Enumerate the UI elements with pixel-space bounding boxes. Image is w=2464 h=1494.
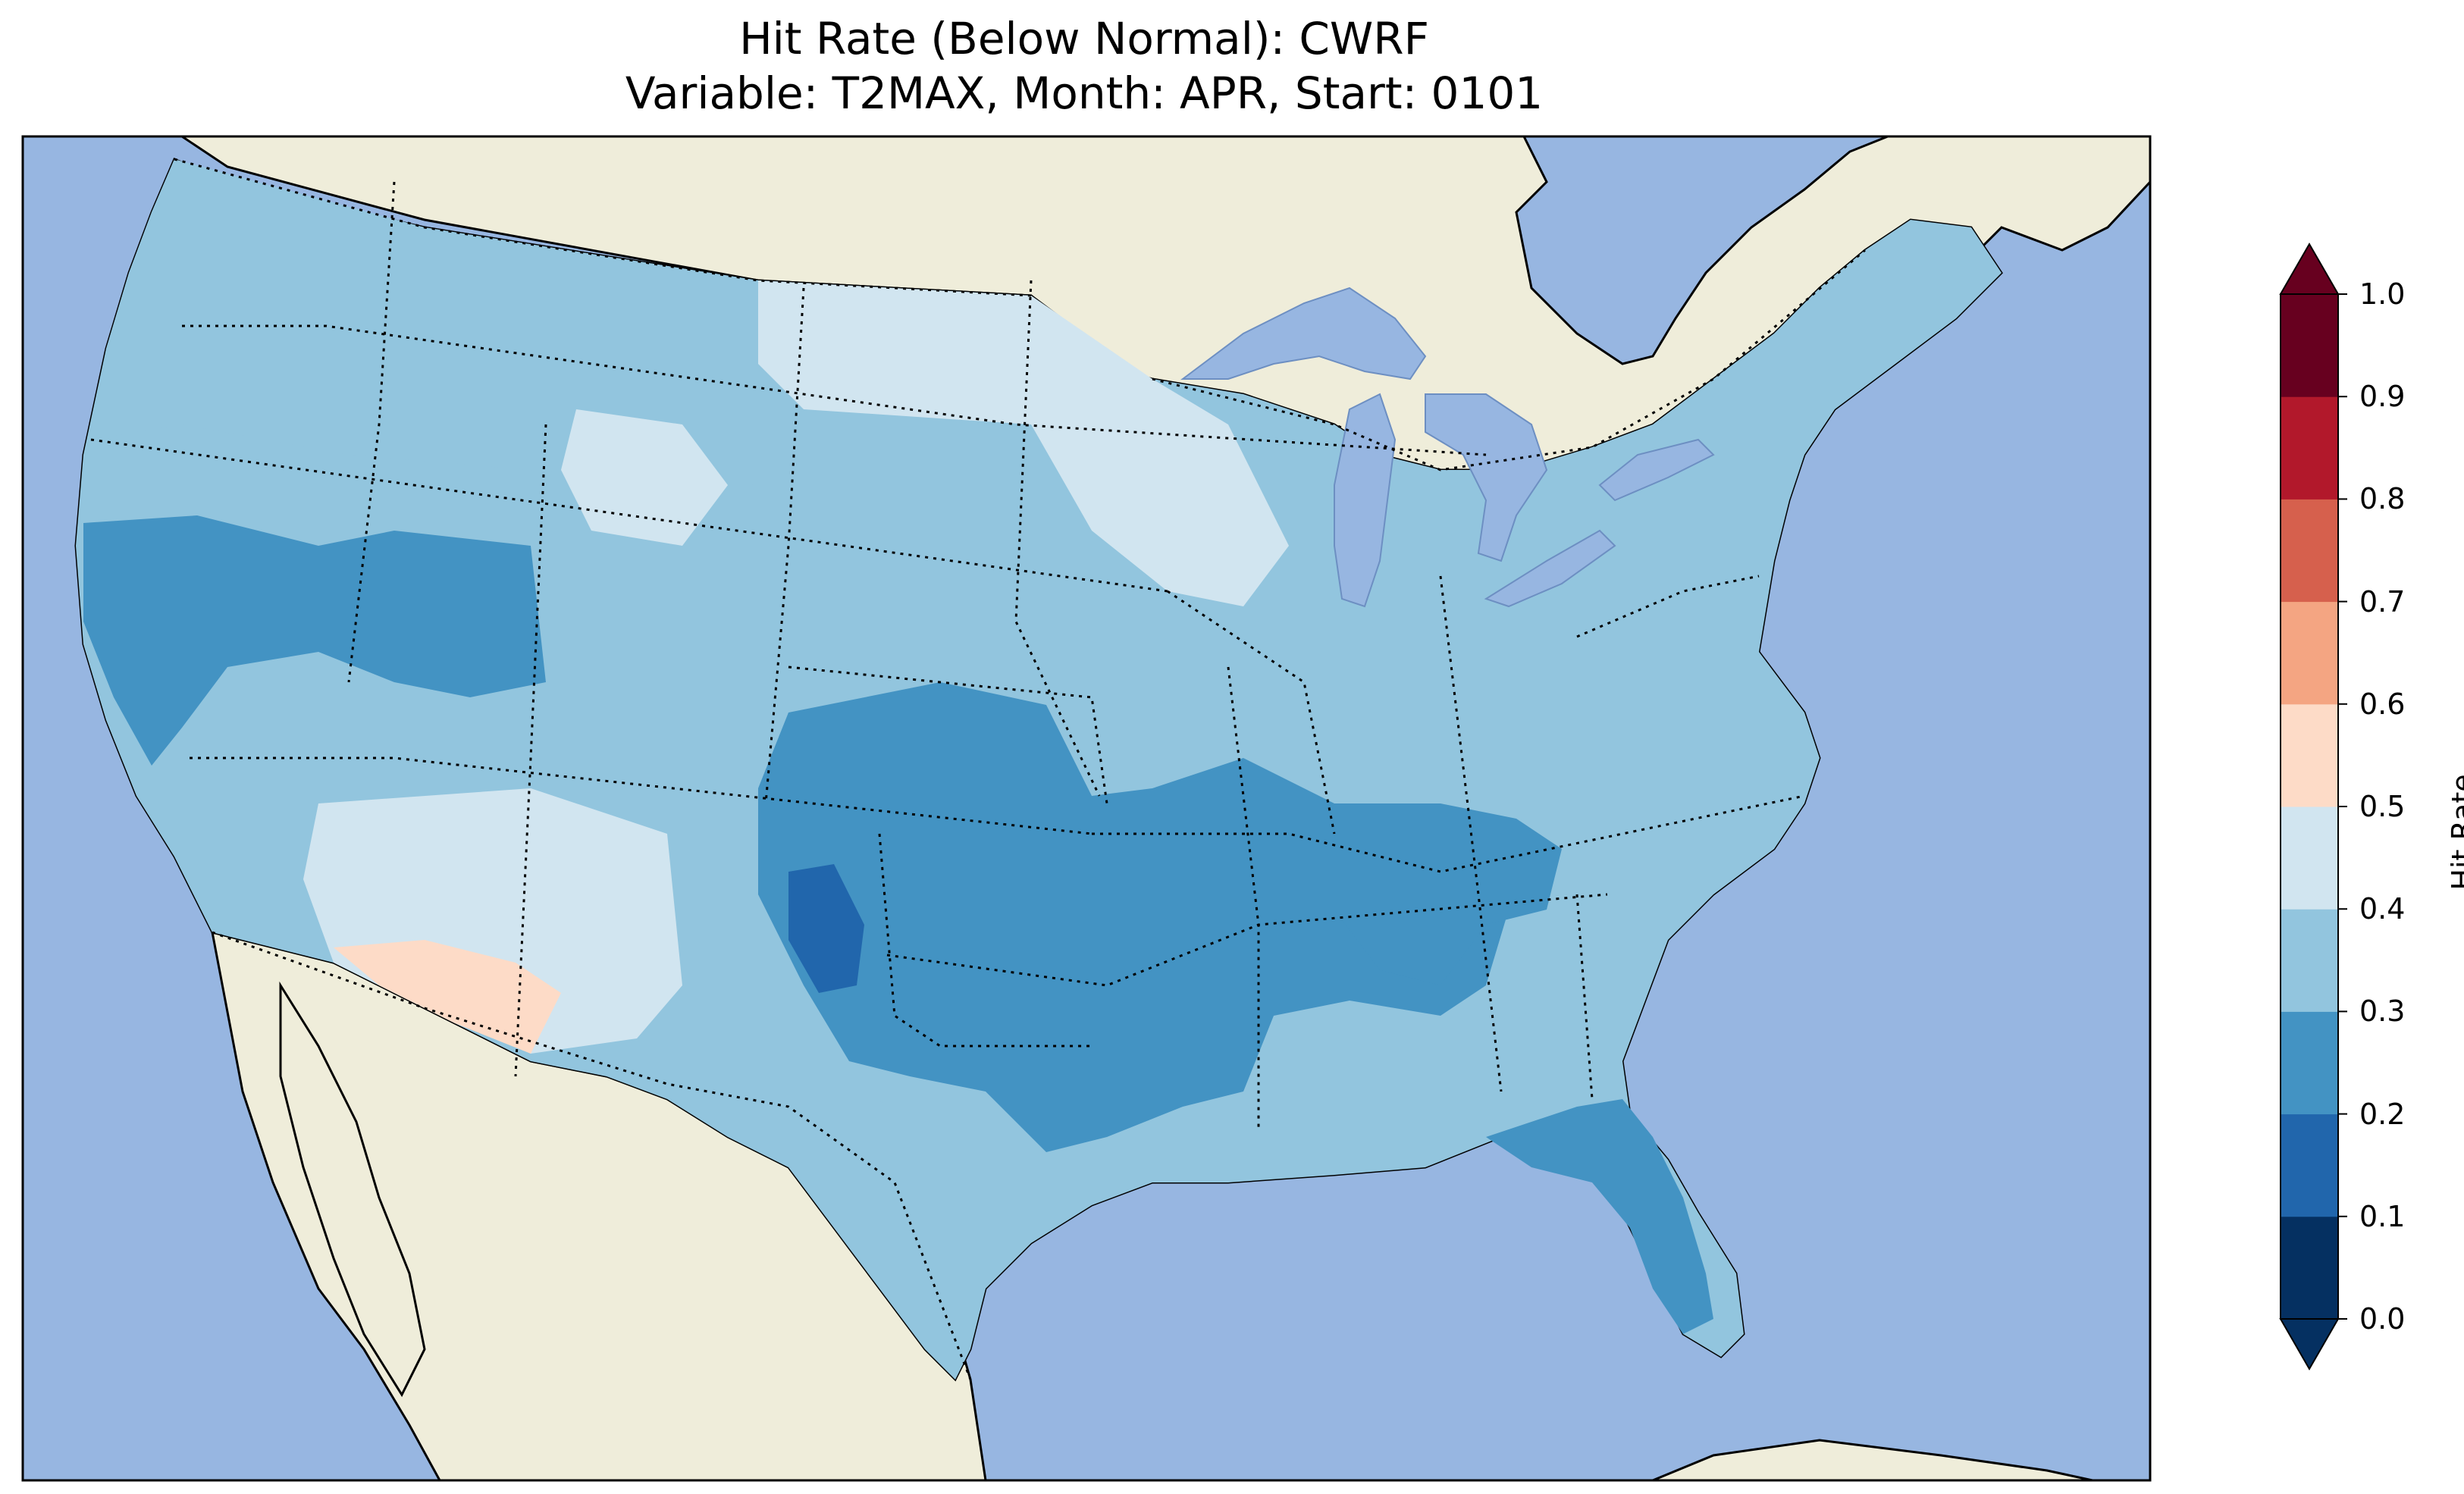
colorbar-segment: [2281, 294, 2338, 397]
map-frame: [21, 135, 2152, 1482]
colorbar-tick-label: 0.5: [2359, 790, 2406, 823]
region-west-coast-northwest: [91, 159, 758, 485]
map-title-line-2: Variable: T2MAX, Month: APR, Start: 0101: [625, 67, 1544, 119]
colorbar-tick-label: 0.2: [2359, 1097, 2406, 1131]
colorbar-tick-label: 0.8: [2359, 482, 2406, 516]
lake-michigan: [1334, 393, 1397, 608]
region-nevada-northern-california-utah: [83, 515, 546, 766]
colorbar-segment: [2281, 807, 2338, 910]
colorbar-segment: [2281, 909, 2338, 1012]
baja-land: [279, 981, 426, 1398]
lake-ontario: [1598, 438, 1715, 502]
colorbar-extend-min: [2279, 1318, 2340, 1371]
region-east-coast-northeast: [804, 1076, 910, 1243]
cuba-land: [1652, 1439, 2093, 1480]
region-mid-south-missouri-arkansas-tennessee: [1334, 803, 1562, 985]
colorbar-tick-label: 0.6: [2359, 687, 2406, 721]
colorbar-segment: [2281, 1216, 2338, 1320]
lake-huron: [1425, 393, 1548, 562]
lake-erie: [1484, 529, 1616, 608]
colorbar-segment: [2281, 1113, 2338, 1217]
colorbar-extend-max: [2279, 242, 2340, 295]
region-south-texas: [561, 409, 728, 546]
region-eastern-new-mexico-core: [788, 864, 864, 993]
colorbar-segment: [2281, 601, 2338, 705]
colorbar-segment: [2281, 703, 2338, 807]
hit-rate-heatmap: [76, 159, 2002, 1380]
region-southern-plains-oklahoma-texas-kansas: [758, 682, 1509, 1152]
colorbar-segment: [2281, 499, 2338, 603]
colorbar-tick-label: 0.9: [2359, 380, 2406, 414]
colorbar-tick-label: 0.0: [2359, 1302, 2406, 1336]
colorbar-tick-label: 0.4: [2359, 892, 2406, 926]
colorbar-tick-label: 0.7: [2359, 584, 2406, 619]
lake-superior: [1180, 287, 1427, 381]
great-lakes: [1180, 287, 1715, 608]
colorbar-tick-label: 1.0: [2359, 277, 2406, 311]
map-title-line-1: Hit Rate (Below Normal): CWRF: [739, 13, 1429, 64]
state-borders: [90, 181, 1805, 1129]
colorbar: [2279, 242, 2347, 1371]
colorbar-segment: [2281, 396, 2338, 500]
colorbar-tick-label: 0.3: [2359, 994, 2406, 1029]
map-panel: [23, 136, 2150, 1480]
colorbar-label: Hit Rate: [2446, 774, 2464, 891]
colorbar-segment: [2281, 1011, 2338, 1115]
colorbar-tick-label: 0.1: [2359, 1199, 2406, 1233]
region-florida-gulf-coast: [1486, 1099, 1713, 1334]
region-northern-plains-montana-wisconsin: [758, 280, 1289, 606]
region-southern-arizona: [334, 940, 561, 1054]
international-borders: [174, 158, 1866, 1380]
